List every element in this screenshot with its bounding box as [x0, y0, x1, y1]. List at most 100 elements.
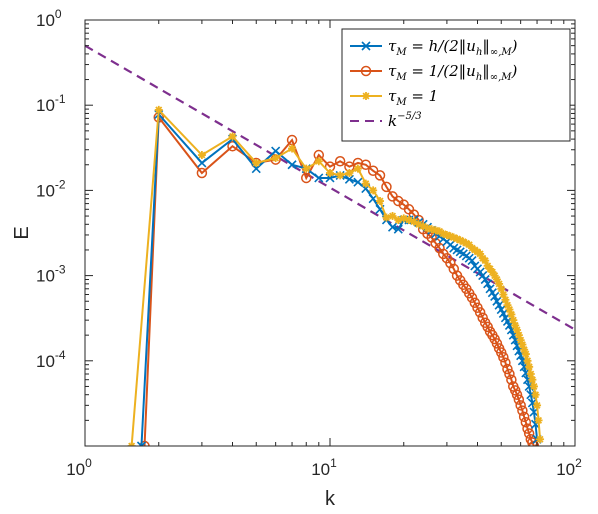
data-point-circle	[474, 307, 486, 318]
data-point-star	[399, 214, 408, 223]
data-point-star	[514, 331, 523, 340]
data-point-star	[456, 236, 465, 245]
data-point-star	[497, 284, 506, 293]
data-point-star	[197, 151, 206, 160]
legend-entry: τM = 1	[350, 87, 438, 108]
data-point-circle	[466, 292, 478, 303]
data-point-star	[388, 212, 397, 221]
legend-entry: k−5/3	[350, 111, 422, 130]
data-point-circle	[495, 347, 507, 358]
data-point-star	[431, 226, 440, 235]
data-point-star	[505, 305, 514, 314]
legend-label: τM = 1/(2‖uh‖∞,M)	[388, 62, 518, 83]
tick-labels-layer: 100 101 102 100 10-1 10-2 10-3 10-4	[36, 7, 582, 479]
data-point-star	[394, 215, 403, 224]
data-point-star	[369, 186, 378, 195]
y-tick-label: 10-2	[36, 177, 66, 200]
data-point-star	[414, 220, 423, 229]
data-point-star	[536, 435, 545, 444]
data-point-star	[465, 240, 474, 249]
data-point-star	[439, 229, 448, 238]
data-point-circle	[517, 405, 528, 416]
data-point-star	[404, 215, 413, 224]
ticks-layer	[84, 19, 576, 447]
data-point-star	[336, 171, 345, 180]
data-point-circle	[381, 181, 392, 193]
data-point-circle	[469, 297, 481, 309]
data-point-circle	[360, 159, 372, 171]
data-point-star	[518, 340, 527, 349]
data-point-star	[488, 268, 497, 277]
data-point-x	[197, 158, 207, 168]
x-tick-label: 101	[311, 456, 337, 479]
data-point-circle	[374, 170, 386, 181]
data-point-star	[314, 157, 323, 166]
data-point-star	[409, 217, 418, 226]
data-point-star	[534, 416, 543, 425]
series-2	[139, 112, 540, 446]
x-tick-label: 100	[66, 456, 92, 479]
data-point-star	[361, 179, 370, 188]
data-point-star	[271, 154, 280, 163]
data-point-x	[287, 160, 297, 170]
data-point-circle	[445, 257, 456, 269]
legend-label: τM = 1	[388, 87, 438, 108]
legend-box	[341, 28, 571, 142]
data-point-circle	[393, 195, 404, 207]
data-point-circle	[498, 352, 509, 363]
data-point-star	[513, 325, 522, 334]
data-point-star	[288, 144, 297, 153]
data-point-x	[490, 291, 500, 301]
data-point-star	[499, 290, 508, 299]
data-point-star	[252, 158, 261, 167]
data-point-circle	[139, 440, 150, 446]
data-point-star	[462, 239, 471, 248]
data-point-star	[353, 164, 362, 173]
data-point-star	[453, 234, 462, 243]
data-point-star	[520, 345, 529, 354]
data-point-star	[476, 249, 485, 258]
data-point-circle	[334, 155, 346, 167]
data-point-star	[511, 321, 520, 330]
data-point-circle	[515, 400, 526, 411]
data-point-circle	[511, 389, 523, 400]
series-3	[127, 105, 545, 446]
data-point-star	[529, 382, 538, 391]
data-point-star	[419, 222, 428, 231]
data-point-star	[228, 132, 237, 141]
data-point-x	[480, 274, 490, 285]
data-point-star	[516, 336, 525, 345]
data-point-star	[382, 213, 391, 222]
data-point-circle	[506, 374, 517, 385]
legend-entry: τM = 1/(2‖uh‖∞,M)	[350, 62, 518, 83]
data-point-x	[314, 173, 324, 183]
data-point-star	[526, 369, 535, 378]
data-point-x	[344, 174, 354, 184]
data-point-circle	[477, 312, 488, 324]
data-point-star	[523, 356, 532, 365]
data-point-star	[449, 233, 458, 242]
data-point-x	[393, 224, 403, 234]
data-point-x	[271, 146, 281, 156]
legend-entry: τM = h/(2‖uh‖∞,M)	[350, 37, 518, 58]
data-point-star	[345, 169, 354, 178]
data-point-x	[387, 222, 398, 232]
data-point-x	[136, 441, 147, 446]
data-point-star	[427, 225, 436, 234]
data-point-x	[483, 279, 493, 289]
data-point-star	[492, 275, 501, 284]
data-point-x	[467, 256, 477, 266]
data-point-circle	[360, 65, 372, 77]
data-point-circle	[520, 417, 532, 428]
data-point-x	[353, 177, 363, 187]
data-point-x	[494, 300, 504, 310]
y-tick-label: 10-3	[36, 263, 66, 286]
x-axis-label: k	[325, 488, 336, 510]
data-point-circle	[500, 357, 511, 368]
data-point-star	[501, 295, 510, 304]
data-point-circle	[301, 172, 312, 184]
data-point-x	[361, 41, 371, 51]
legend-label: τM = h/(2‖uh‖∞,M)	[388, 37, 518, 58]
data-point-star	[435, 227, 444, 236]
